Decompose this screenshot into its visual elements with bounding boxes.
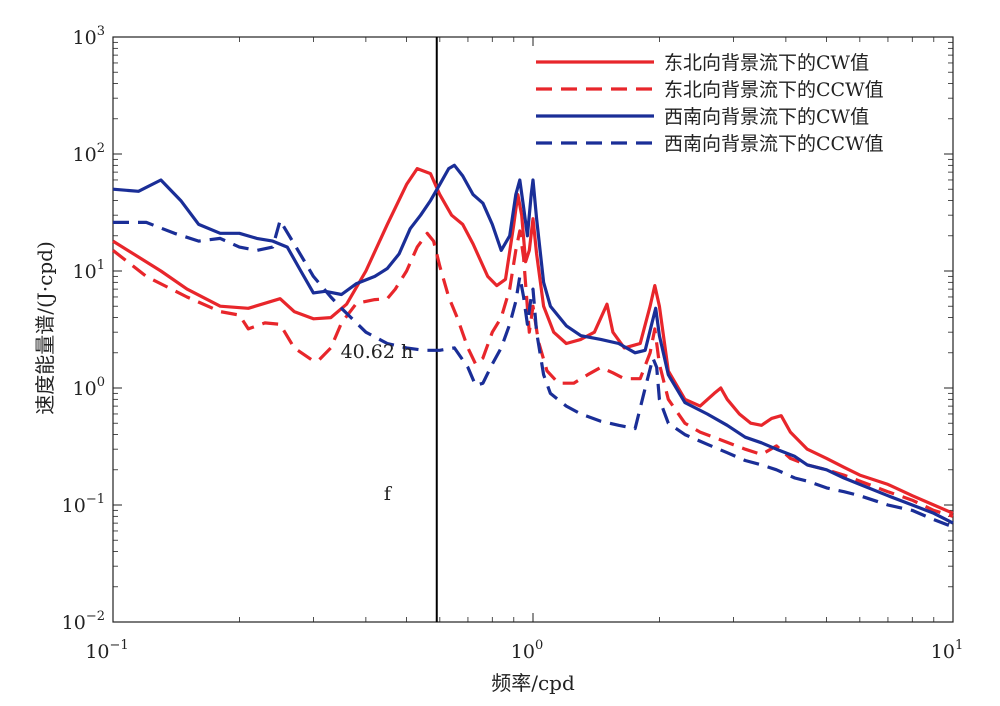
annotation-2: f xyxy=(384,483,393,505)
axis-ticks: 10−2 10−1 100 101 102 103 10−1 100 101 xyxy=(62,24,964,663)
series-layer xyxy=(112,163,954,529)
series-line-3 xyxy=(112,163,954,525)
annotation-layer: 40.62 h f xyxy=(341,341,414,505)
legend-label-2: 东北向背景流下的CCW值 xyxy=(664,79,884,101)
legend: 东北向背景流下的CW值东北向背景流下的CCW值西南向背景流下的CW值西南向背景流… xyxy=(530,46,944,160)
y-tick-label: 102 xyxy=(73,141,105,166)
series-line-2 xyxy=(112,229,954,518)
x-tick-label: 101 xyxy=(931,638,963,663)
x-tick-label: 10−1 xyxy=(85,638,128,663)
x-tick-label: 100 xyxy=(511,638,543,663)
y-tick-label: 100 xyxy=(73,375,105,400)
legend-label-4: 西南向背景流下的CCW值 xyxy=(664,133,884,155)
series-line-4 xyxy=(113,218,954,529)
x-axis-label: 频率/cpd xyxy=(491,671,575,695)
y-axis-label: 速度能量谱/(J·cpd) xyxy=(33,241,57,415)
legend-label-3: 西南向背景流下的CW值 xyxy=(664,106,869,128)
y-tick-label: 101 xyxy=(73,258,105,283)
y-tick-label: 10−1 xyxy=(62,492,105,517)
y-tick-label: 103 xyxy=(73,24,105,49)
legend-box xyxy=(530,46,944,160)
legend-label-1: 东北向背景流下的CW值 xyxy=(664,52,869,74)
annotation-1: 40.62 h xyxy=(341,341,414,363)
series-line-1 xyxy=(112,167,954,515)
y-tick-label: 10−2 xyxy=(62,609,105,634)
